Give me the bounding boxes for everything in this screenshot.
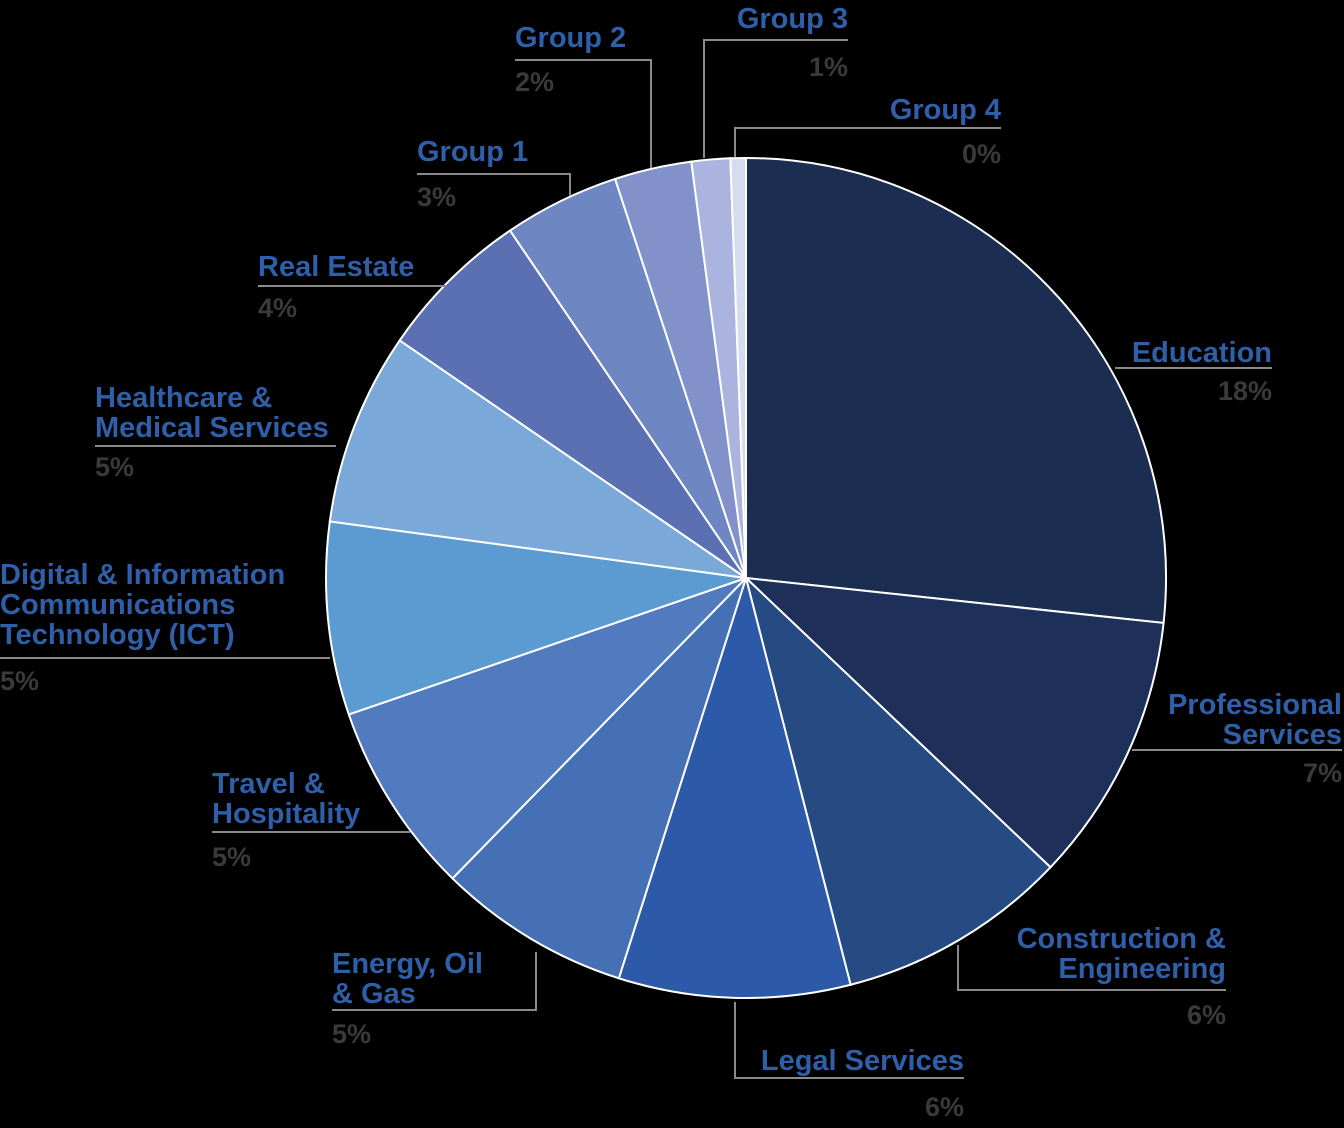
pie-slice-travel-hospitality: [347, 577, 747, 880]
slice-label-group-3: Group 3: [737, 3, 848, 35]
slice-label-construction-engineering: Construction & Engineering: [1017, 923, 1226, 985]
slice-label-education: Education: [1132, 337, 1272, 369]
pie-slice-professional-services: [743, 576, 1165, 869]
slice-value-construction-engineering: 6%: [1187, 1000, 1226, 1030]
pie-slice-real-estate: [398, 229, 747, 579]
slice-value-education: 18%: [1218, 376, 1272, 406]
slice-value-energy-oil-gas: 5%: [332, 1019, 371, 1049]
leader-line-group-3: [703, 39, 848, 158]
slice-label-group-1: Group 1: [417, 136, 528, 168]
slice-value-legal-services: 6%: [925, 1092, 964, 1122]
slice-label-legal-services: Legal Services: [761, 1045, 964, 1077]
pie-slice-group-4: [729, 156, 747, 579]
leader-line-group-2: [515, 59, 652, 168]
pie-slice-construction-engineering: [744, 574, 1052, 986]
slice-label-group-2: Group 2: [515, 22, 626, 54]
slice-label-real-estate: Real Estate: [258, 251, 414, 283]
leader-line-legal-services: [734, 1002, 964, 1079]
slice-value-group-3: 1%: [809, 52, 848, 82]
slice-label-energy-oil-gas: Energy, Oil & Gas: [332, 948, 483, 1010]
labels-layer: Education 18% Professional Services 7% Constr…: [0, 3, 1342, 1122]
leader-lines-layer: [0, 39, 1342, 1079]
slice-label-digital-information-communications-technology-ict: Digital & Information Communications Techn…: [0, 559, 285, 651]
pie-slice-healthcare-medical-services: [328, 339, 747, 579]
slice-value-healthcare-medical-services: 5%: [95, 452, 134, 482]
leader-line-group-4: [734, 127, 1001, 157]
pie-slice-legal-services: [617, 574, 852, 999]
slice-value-group-4: 0%: [962, 139, 1001, 169]
slice-label-travel-hospitality: Travel & Hospitality: [212, 768, 360, 830]
slice-label-healthcare-medical-services: Healthcare & Medical Services: [95, 382, 329, 444]
leader-line-construction-engineering: [957, 945, 1226, 991]
slices-layer: [325, 156, 1167, 999]
slice-value-real-estate: 4%: [258, 293, 297, 323]
leader-line-group-1: [417, 173, 571, 196]
slice-value-group-2: 2%: [515, 67, 554, 97]
leader-line-energy-oil-gas: [332, 952, 537, 1011]
pie-slice-digital-information-communications-technology-ict: [325, 520, 747, 716]
slice-label-professional-services: Professional Services: [1168, 689, 1342, 751]
pie-slice-energy-oil-gas: [451, 577, 747, 980]
pie-slice-education: [745, 156, 1167, 625]
slice-value-travel-hospitality: 5%: [212, 842, 251, 872]
slice-value-professional-services: 7%: [1303, 758, 1342, 788]
slice-value-group-1: 3%: [417, 182, 456, 212]
slice-label-group-4: Group 4: [890, 94, 1001, 126]
slice-value-digital-information-communications-technology-ict: 5%: [0, 666, 39, 696]
